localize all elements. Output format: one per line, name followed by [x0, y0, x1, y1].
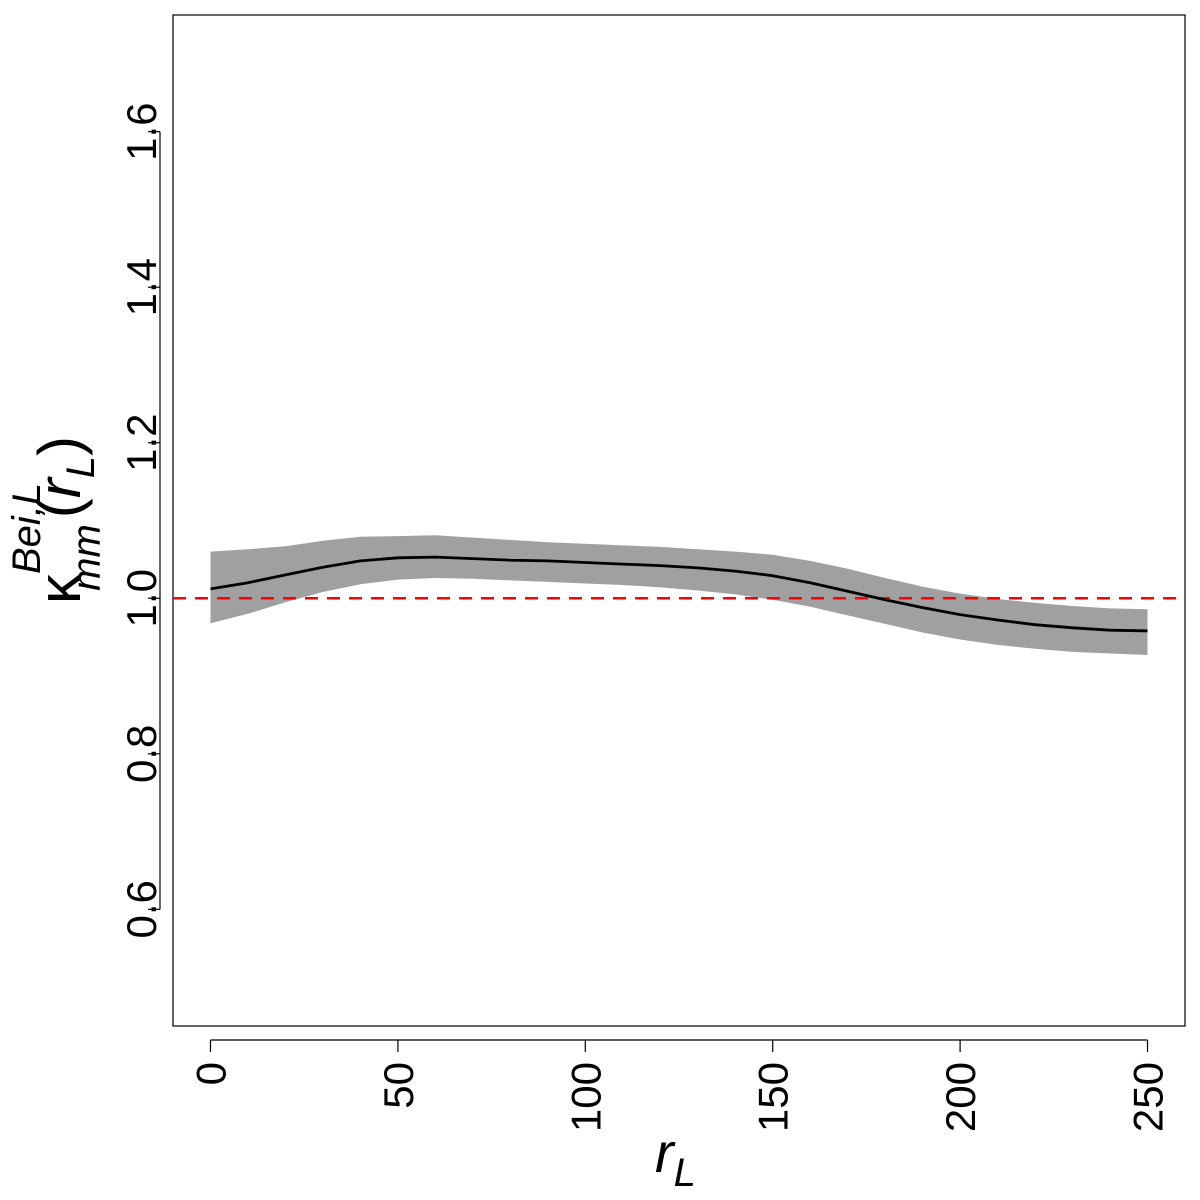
- plot-frame: [172, 14, 1186, 1027]
- y-axis-title-open-paren: (: [26, 498, 93, 518]
- x-axis-title: rL: [655, 1121, 696, 1195]
- x-axis: 0 50 100 150 200 250: [187, 1039, 1172, 1132]
- x-axis-title-subscript: L: [674, 1151, 696, 1195]
- y-axis-title-superscript: Bei,L: [5, 483, 49, 574]
- y-tick-label: 1.4: [118, 258, 165, 316]
- x-tick-label: 200: [937, 1062, 984, 1132]
- y-tick-label: 1.0: [118, 569, 165, 627]
- x-tick-label: 100: [562, 1062, 609, 1132]
- svg-text:κBei,Lmm(rL): κBei,L mm (rL): [5, 436, 109, 604]
- x-tick-label: 250: [1125, 1062, 1172, 1132]
- envelope-layer: [210, 535, 1148, 655]
- y-axis: 0.6 0.8 1.0 1.2 1.4 1.6: [118, 102, 165, 938]
- x-tick-label: 150: [750, 1062, 797, 1132]
- x-tick-label: 0: [187, 1062, 234, 1085]
- y-tick-label: 1.2: [118, 414, 165, 472]
- confidence-envelope: [210, 535, 1148, 655]
- y-axis-title-kappa: κ: [26, 573, 93, 604]
- series-line-0: [210, 555, 1148, 633]
- y-tick-label: 1.6: [118, 102, 165, 160]
- y-axis-title-subscript: mm: [65, 524, 109, 591]
- x-axis-title-main: r: [655, 1121, 676, 1184]
- y-axis-title-r-subscript: L: [59, 456, 103, 478]
- y-axis-title: κBei,L mm (rL): [5, 436, 109, 604]
- y-axis-title-r: r: [26, 476, 93, 498]
- y-tick-label: 0.8: [118, 725, 165, 783]
- y-axis-title-close-paren: ): [26, 436, 93, 456]
- y-tick-label: 0.6: [118, 880, 165, 938]
- series-layer: [210, 555, 1148, 633]
- x-tick-label: 50: [375, 1062, 422, 1109]
